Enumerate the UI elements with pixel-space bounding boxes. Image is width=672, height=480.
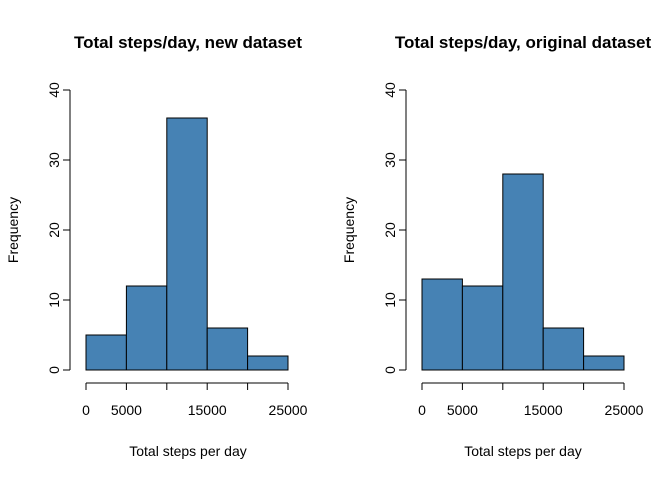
x-axis-title: Total steps per day (129, 443, 247, 459)
x-tick-label: 5000 (447, 402, 478, 418)
y-tick-label: 40 (382, 82, 398, 98)
y-tick-label: 30 (382, 152, 398, 168)
y-tick-label: 0 (46, 366, 62, 374)
histogram-bar (583, 355, 625, 371)
histogram-bar (542, 327, 585, 371)
x-tick-label: 0 (82, 402, 90, 418)
y-axis: 0 10 20 30 40 (46, 82, 71, 374)
histogram-bar (461, 285, 504, 371)
histogram-bar (502, 173, 544, 371)
y-tick-label: 10 (382, 292, 398, 308)
histogram-bar (166, 117, 208, 371)
histogram-panel-new-dataset: Total steps/day, new dataset Total steps… (5, 33, 308, 459)
y-axis: 0 10 20 30 40 (382, 82, 407, 374)
histogram-bar (206, 327, 249, 371)
x-tick-label: 25000 (269, 402, 308, 418)
bar-series (421, 173, 625, 371)
x-tick-label: 25000 (605, 402, 644, 418)
x-axis: 0 5000 15000 25000 (82, 382, 308, 418)
histogram-panel-original-dataset: Total steps/day, original dataset Total … (341, 33, 651, 459)
y-tick-label: 10 (46, 292, 62, 308)
bar-series (85, 117, 289, 371)
x-axis: 0 5000 15000 25000 (418, 382, 644, 418)
histogram-bar (247, 355, 289, 371)
y-tick-label: 20 (46, 222, 62, 238)
histogram-bar (125, 285, 168, 371)
y-axis-title: Frequency (341, 197, 357, 263)
chart-title: Total steps/day, new dataset (74, 33, 302, 52)
y-tick-label: 30 (46, 152, 62, 168)
y-tick-label: 0 (382, 366, 398, 374)
x-axis-title: Total steps per day (464, 443, 582, 459)
histogram-bar (421, 278, 463, 371)
x-tick-label: 0 (418, 402, 426, 418)
x-tick-label: 5000 (111, 402, 142, 418)
histogram-bar (85, 334, 127, 371)
chart-title: Total steps/day, original dataset (395, 33, 652, 52)
y-tick-label: 40 (46, 82, 62, 98)
x-tick-label: 15000 (524, 402, 563, 418)
y-axis-title: Frequency (5, 197, 21, 263)
x-tick-label: 15000 (188, 402, 227, 418)
y-tick-label: 20 (382, 222, 398, 238)
